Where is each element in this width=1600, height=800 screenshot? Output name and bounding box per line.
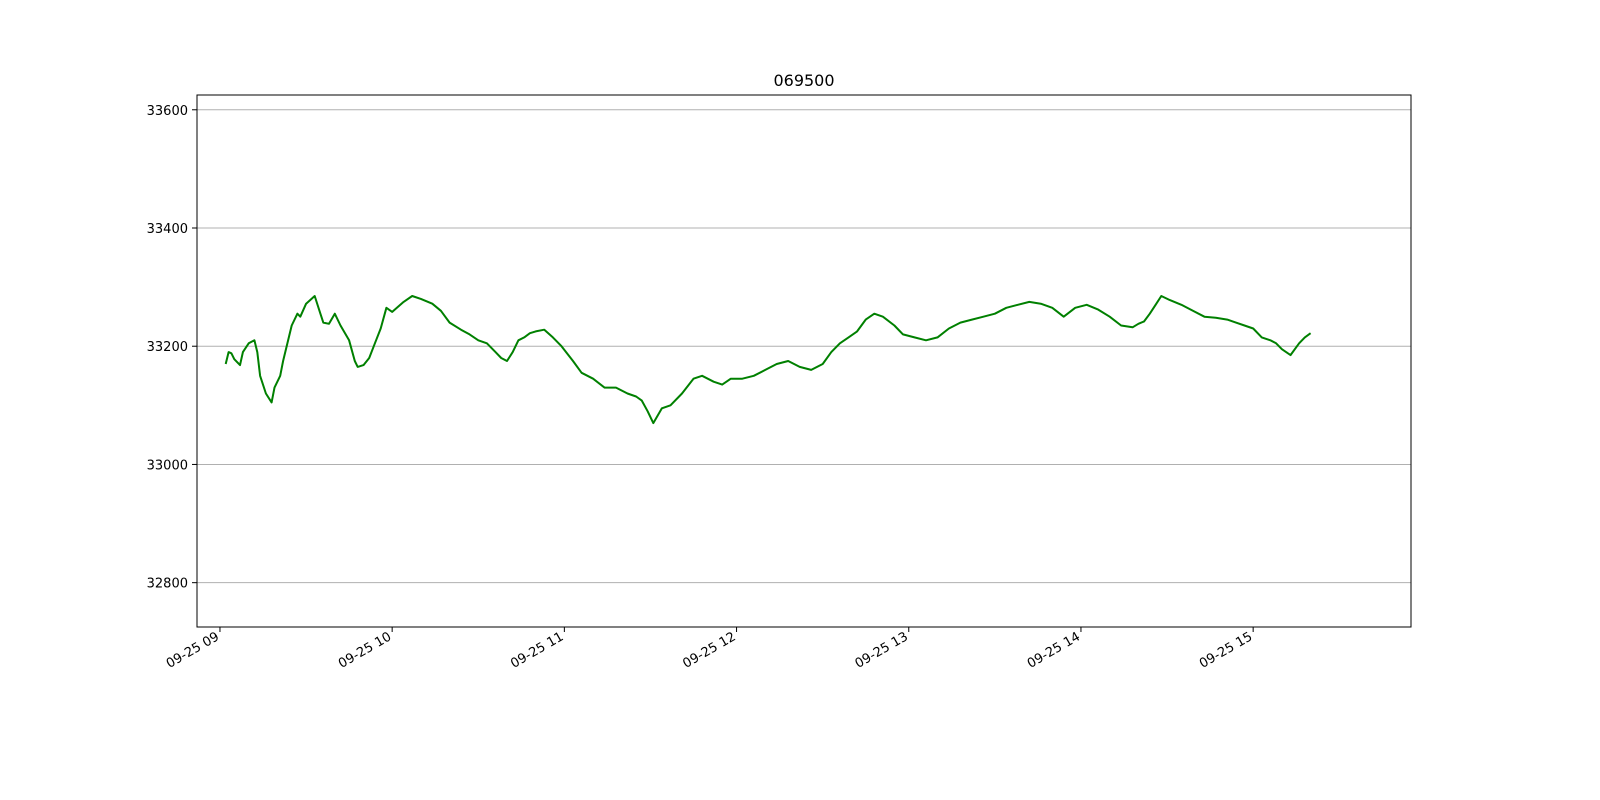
series-layer bbox=[224, 295, 1312, 425]
y-tick-label: 33000 bbox=[147, 458, 188, 473]
y-tick-label: 33600 bbox=[147, 104, 188, 119]
grid-lines bbox=[197, 109, 1411, 584]
plot-frame bbox=[196, 94, 1412, 628]
y-tick-label: 33200 bbox=[147, 340, 188, 355]
y-axis: 32800 33000 33200 33400 33600 bbox=[147, 104, 197, 592]
chart-title: 069500 bbox=[773, 71, 834, 90]
y-tick-label: 33400 bbox=[147, 222, 188, 237]
series-line bbox=[224, 295, 1312, 425]
y-tick-label: 32800 bbox=[147, 577, 188, 592]
